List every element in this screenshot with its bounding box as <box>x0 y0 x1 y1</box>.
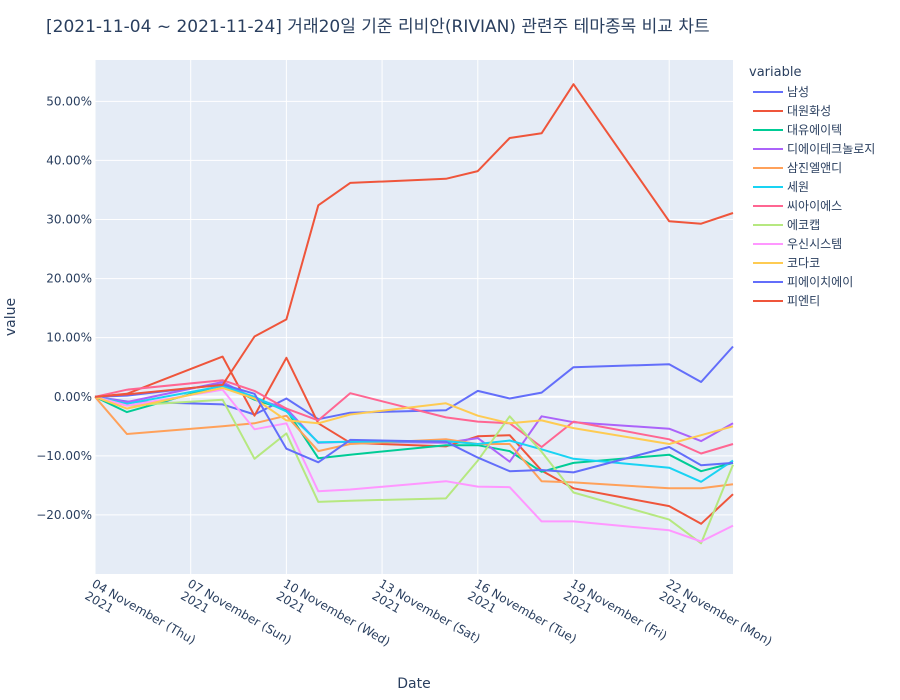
x-tick-label: 10 November (Wed)2021 <box>274 576 393 661</box>
legend-label: 에코캡 <box>787 218 820 232</box>
legend-item[interactable]: 대원화성 <box>753 104 831 118</box>
series-line <box>94 83 734 398</box>
legend-item[interactable]: 코다코 <box>753 256 820 270</box>
y-tick-label: −20.00% <box>36 508 92 522</box>
series-line <box>94 355 734 525</box>
legend-item[interactable]: 피엔티 <box>753 294 820 308</box>
y-tick-label: 30.00% <box>46 213 92 227</box>
legend-item[interactable]: 남성 <box>753 85 809 99</box>
series-line <box>94 388 734 543</box>
y-tick-label: 50.00% <box>46 94 92 108</box>
legend-item[interactable]: 디에이테크놀로지 <box>753 142 875 156</box>
legend: variable 남성대원화성대유에이텍디에이테크놀로지삼진엘앤디세원씨아이에스… <box>749 65 875 308</box>
legend-label: 대유에이텍 <box>787 123 842 137</box>
legend-item[interactable]: 대유에이텍 <box>753 123 842 137</box>
x-axis-title: Date <box>397 676 430 692</box>
chart-title: [2021-11-04 ~ 2021-11-24] 거래20일 기준 리비안(R… <box>46 17 710 37</box>
plot-background <box>95 60 733 574</box>
x-tick-label: 04 November (Thu)2021 <box>83 576 199 659</box>
y-tick-label: 20.00% <box>46 272 92 286</box>
series-line <box>94 379 734 455</box>
y-tick-label: 40.00% <box>46 153 92 167</box>
legend-item[interactable]: 삼진엘앤디 <box>753 161 842 175</box>
legend-label: 대원화성 <box>787 104 831 118</box>
legend-item[interactable]: 우신시스템 <box>753 237 842 251</box>
y-tick-label: 0.00% <box>54 390 92 404</box>
legend-label: 우신시스템 <box>787 237 842 251</box>
legend-label: 씨아이에스 <box>787 199 842 213</box>
x-tick-label: 22 November (Mon)2021 <box>657 576 775 660</box>
x-tick-label: 19 November (Fri)2021 <box>561 576 669 655</box>
x-tick-labels: 04 November (Thu)2021 07 November (Sun)20… <box>83 576 775 661</box>
y-gridlines <box>95 100 733 516</box>
series-lines <box>94 83 734 545</box>
y-tick-label: −10.00% <box>36 449 92 463</box>
legend-item[interactable]: 피에이치에이 <box>753 275 853 289</box>
y-tick-labels: −20.00% −10.00% 0.00% 10.00% 20.00% 30.00% 40.… <box>36 94 92 522</box>
legend-title: variable <box>749 65 801 80</box>
x-tick-label: 07 November (Sun)2021 <box>178 576 294 659</box>
legend-item[interactable]: 세원 <box>753 180 809 194</box>
legend-label: 피엔티 <box>787 294 820 308</box>
series-line <box>94 396 734 490</box>
series-line <box>94 395 734 545</box>
legend-label: 피에이치에이 <box>787 275 853 289</box>
legend-item[interactable]: 씨아이에스 <box>753 199 842 213</box>
y-tick-label: 10.00% <box>46 331 92 345</box>
legend-label: 세원 <box>787 180 809 194</box>
legend-label: 코다코 <box>787 256 820 270</box>
series-line <box>94 345 734 421</box>
x-gridlines <box>94 60 670 574</box>
legend-label: 남성 <box>787 85 809 99</box>
legend-item[interactable]: 에코캡 <box>753 218 820 232</box>
legend-label: 디에이테크놀로지 <box>787 142 875 156</box>
legend-label: 삼진엘앤디 <box>787 161 842 175</box>
series-line <box>94 383 734 474</box>
y-axis-title: value <box>3 298 19 336</box>
x-tick-label: 16 November (Tue)2021 <box>465 576 579 658</box>
series-line <box>94 386 734 445</box>
